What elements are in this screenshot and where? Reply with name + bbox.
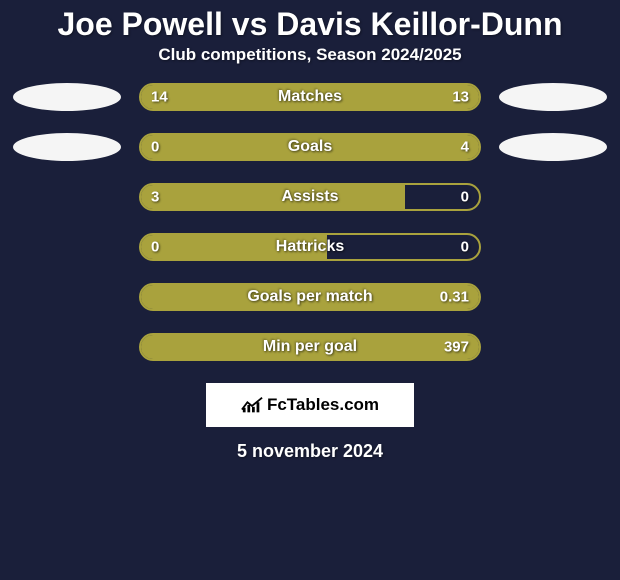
stat-label: Goals per match	[247, 288, 372, 306]
stat-bar: Matches 14 13	[139, 83, 481, 111]
stat-value-right: 0	[461, 189, 469, 206]
stat-value-left: 0	[151, 239, 159, 256]
chart-icon	[241, 396, 263, 414]
stat-label: Goals	[288, 138, 332, 156]
player-oval-right	[499, 133, 607, 161]
stat-value-right: 0	[461, 239, 469, 256]
comparison-widget: Joe Powell vs Davis Keillor-Dunn Club co…	[0, 0, 620, 462]
stat-label: Assists	[282, 188, 339, 206]
stat-row: Matches 14 13	[0, 83, 620, 111]
stat-bar: Min per goal 397	[139, 333, 481, 361]
stat-value-left: 0	[151, 139, 159, 156]
stat-row: Goals 0 4	[0, 133, 620, 161]
stat-label: Matches	[278, 88, 342, 106]
stat-label: Hattricks	[276, 238, 344, 256]
stat-value-left: 14	[151, 89, 168, 106]
player-oval-right	[499, 83, 607, 111]
stat-value-right: 13	[452, 89, 469, 106]
stat-row: Min per goal 397	[0, 333, 620, 361]
stat-bar: Hattricks 0 0	[139, 233, 481, 261]
stat-bar: Assists 3 0	[139, 183, 481, 211]
stat-value-right: 4	[461, 139, 469, 156]
stat-row: Assists 3 0	[0, 183, 620, 211]
stat-value-left: 3	[151, 189, 159, 206]
stat-row: Hattricks 0 0	[0, 233, 620, 261]
subtitle: Club competitions, Season 2024/2025	[0, 45, 620, 83]
stats-list: Matches1413Goals04Assists30Hattricks00Go…	[0, 83, 620, 361]
stat-row: Goals per match 0.31	[0, 283, 620, 311]
page-title: Joe Powell vs Davis Keillor-Dunn	[0, 0, 620, 45]
attribution-text: FcTables.com	[267, 395, 379, 415]
stat-bar: Goals 0 4	[139, 133, 481, 161]
player-oval-left	[13, 133, 121, 161]
attribution-badge: FcTables.com	[206, 383, 414, 427]
stat-label: Min per goal	[263, 338, 357, 356]
bar-fill-right	[202, 135, 479, 159]
bar-fill-left	[141, 185, 405, 209]
player-oval-left	[13, 83, 121, 111]
stat-bar: Goals per match 0.31	[139, 283, 481, 311]
stat-value-right: 0.31	[440, 289, 469, 306]
stat-value-right: 397	[444, 339, 469, 356]
date-label: 5 november 2024	[0, 441, 620, 462]
